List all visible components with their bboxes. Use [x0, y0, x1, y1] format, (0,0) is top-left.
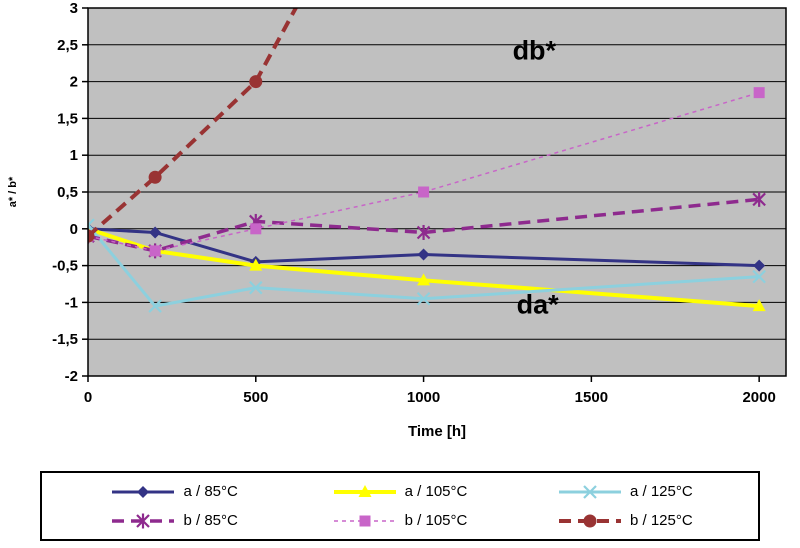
marker-square: [418, 186, 430, 198]
legend-label: b / 125°C: [629, 512, 693, 529]
legend-sample: [558, 514, 621, 527]
marker-circle: [583, 514, 597, 527]
y-tick-label: -1: [65, 294, 78, 311]
annotation-da: da*: [517, 289, 560, 319]
marker-diamond: [137, 485, 150, 498]
marker-x: [416, 291, 431, 306]
y-tick-label: 0: [70, 221, 78, 238]
x-tick-label: 1500: [575, 389, 608, 406]
marker-x: [583, 484, 597, 499]
y-tick-label: 2,5: [57, 37, 78, 54]
legend-sample: [112, 485, 175, 498]
y-tick-label: -1,5: [52, 331, 78, 348]
marker-diamond: [753, 259, 766, 272]
x-tick-label: 500: [243, 389, 268, 406]
legend-item: a / 125°C: [513, 483, 738, 500]
line-chart: 0 500 1000 1500 2000 -2 -1,5 -1 -0,5 0 0,5 1 1,5 2 2,5…: [7, 0, 787, 440]
y-tick-label: -0,5: [52, 258, 78, 275]
legend-item: b / 105°C: [287, 512, 512, 529]
marker-triangle: [417, 273, 431, 286]
marker-circle: [249, 75, 263, 89]
x-tick-label: 2000: [742, 389, 775, 406]
legend-item: b / 125°C: [513, 512, 738, 529]
marker-circle: [88, 229, 95, 243]
legend-label: b / 105°C: [404, 512, 468, 529]
marker-x: [752, 269, 766, 284]
legend-item: a / 105°C: [287, 483, 512, 500]
marker-diamond: [417, 248, 430, 261]
marker-x: [148, 299, 162, 313]
marker-diamond: [149, 226, 162, 239]
y-tick-label: 1,5: [57, 110, 78, 127]
marker-x: [88, 223, 95, 232]
annotation-db: db*: [513, 36, 557, 66]
y-tick-label: 0,5: [57, 184, 78, 201]
y-axis-title: a* / b*: [7, 176, 19, 207]
y-tick-label: 1: [70, 147, 78, 164]
legend-label: a / 85°C: [183, 483, 238, 500]
marker-triangle: [249, 258, 263, 271]
marker-circle: [148, 170, 162, 184]
legend-label: a / 125°C: [629, 483, 693, 500]
legend-sample: [333, 515, 396, 526]
marker-x: [88, 218, 95, 227]
marker-x: [249, 280, 263, 295]
legend: a / 85°C a / 105°C a / 125°C b / 85°C b / 10…: [40, 471, 760, 541]
y-tick-label: 2: [70, 74, 78, 91]
y-tick-label: 3: [70, 0, 78, 17]
y-tick-label: -2: [65, 368, 78, 385]
x-axis-title: Time [h]: [408, 423, 466, 440]
x-tick-label: 1000: [407, 389, 440, 406]
series-line-b-125-c: [88, 8, 299, 238]
legend-sample: [558, 484, 621, 499]
legend-item: b / 85°C: [62, 512, 287, 529]
legend-label: b / 85°C: [183, 512, 238, 529]
legend-item: a / 85°C: [62, 483, 287, 500]
legend-sample: [112, 513, 175, 528]
marker-square: [753, 87, 765, 99]
x-tick-label: 0: [84, 389, 92, 406]
marker-triangle: [358, 484, 372, 497]
marker-triangle: [752, 299, 766, 312]
marker-square: [359, 515, 371, 526]
legend-label: a / 105°C: [404, 483, 468, 500]
legend-sample: [333, 484, 396, 497]
marker-square: [149, 245, 161, 257]
marker-square: [250, 223, 262, 235]
